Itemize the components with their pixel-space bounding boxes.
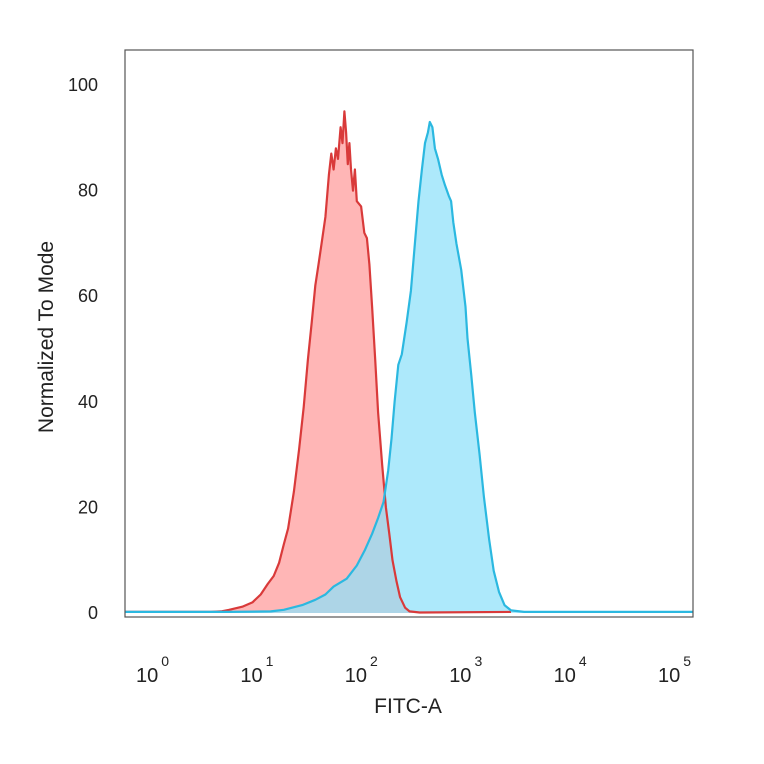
y-axis-title: Normalized To Mode <box>35 241 58 433</box>
x-axis-title: FITC-A <box>374 695 442 718</box>
series-1-area <box>125 111 511 613</box>
series-2-line <box>125 120 693 613</box>
y-tick-label: 80 <box>78 181 98 201</box>
series-1-line <box>125 110 512 614</box>
y-tick-label: 20 <box>78 497 98 517</box>
x-tick-label: 101 <box>240 653 273 687</box>
x-tick-label: 100 <box>136 653 169 687</box>
plot-frame <box>124 49 694 618</box>
y-tick-labels: 0 20 40 60 80 100 <box>68 75 98 623</box>
x-tick-labels: 100 101 102 103 104 105 <box>136 653 691 687</box>
x-tick-label: 102 <box>345 653 378 687</box>
y-tick-label: 60 <box>78 286 98 306</box>
y-tick-label: 0 <box>88 603 98 623</box>
y-tick-label: 40 <box>78 392 98 412</box>
x-tick-label: 103 <box>449 653 482 687</box>
series-2-area <box>125 122 693 613</box>
x-tick-label: 105 <box>658 653 691 687</box>
series-layer <box>125 110 693 614</box>
x-tick-label: 104 <box>554 653 587 687</box>
y-tick-label: 100 <box>68 75 98 95</box>
